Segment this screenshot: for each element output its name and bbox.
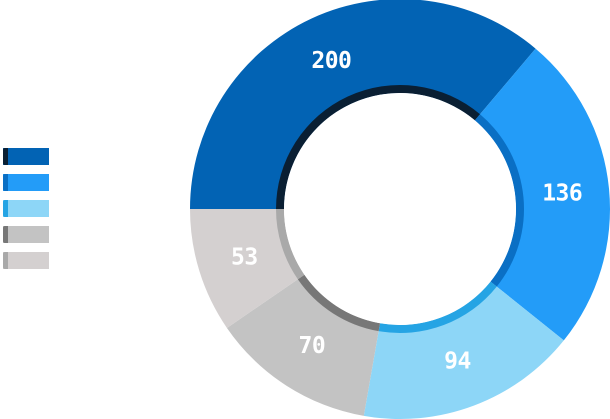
legend-swatch (3, 200, 49, 217)
donut-slices (190, 0, 610, 419)
legend-swatch-edge (3, 226, 8, 243)
legend-swatch (3, 226, 49, 243)
legend-item (3, 174, 49, 191)
legend-swatch-edge (3, 174, 8, 191)
donut-hole (284, 93, 516, 325)
legend-swatch-edge (3, 200, 8, 217)
slice-value-label: 136 (542, 180, 582, 206)
legend-item (3, 148, 49, 165)
slice-value-label: 70 (299, 333, 326, 359)
donut-slice-53 (190, 209, 305, 328)
legend-swatch (3, 148, 49, 165)
slice-value-label: 94 (444, 349, 471, 375)
donut-slice-labels: 200 136 94 70 53 (231, 48, 583, 375)
donut-slice-inner-edge-94 (378, 281, 497, 333)
legend-swatch (3, 174, 49, 191)
legend-item (3, 252, 49, 269)
donut-slice-inner-edge-136 (474, 114, 524, 287)
chart-legend (3, 148, 49, 269)
legend-swatch-edge (3, 252, 8, 269)
donut-slice-200 (190, 0, 536, 209)
legend-swatch (3, 252, 49, 269)
legend-swatch-edge (3, 148, 8, 165)
donut-slice-inner-edge-70 (297, 274, 381, 332)
slice-value-label: 200 (311, 48, 351, 74)
slice-value-label: 53 (231, 244, 258, 270)
donut-slice-inner-edge-53 (276, 209, 305, 280)
legend-item (3, 200, 49, 217)
donut-slice-94 (363, 281, 564, 419)
donut-slice-inner-edge-200 (276, 84, 481, 209)
legend-item (3, 226, 49, 243)
